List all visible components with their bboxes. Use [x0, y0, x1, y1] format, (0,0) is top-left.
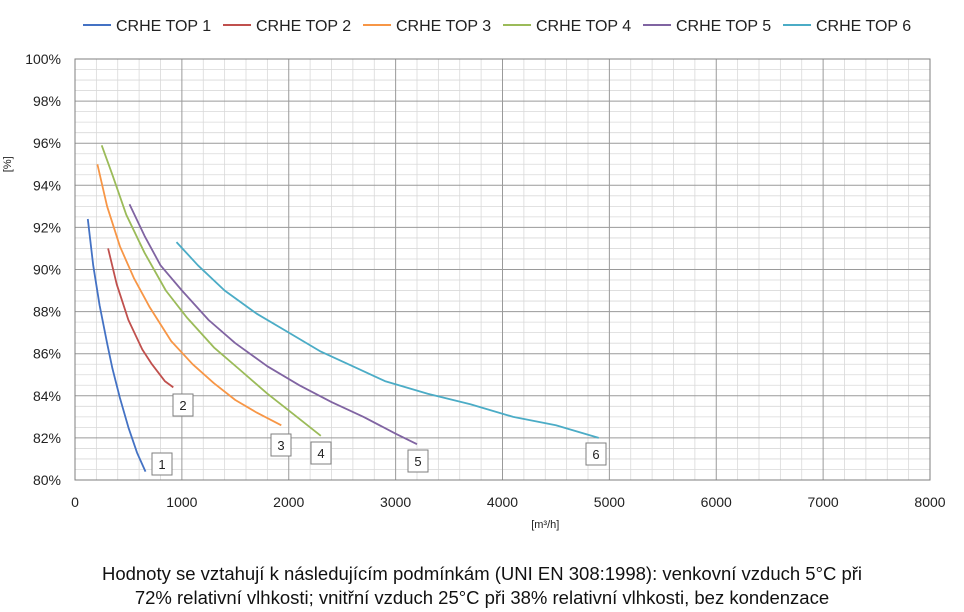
series-line-2 [107, 248, 174, 389]
curve-label-box [310, 441, 332, 465]
curve-label-4: 4 [317, 446, 324, 461]
series-line-3 [96, 164, 282, 427]
curve-label-6: 6 [592, 447, 599, 462]
caption-line-1: Hodnoty se vztahují k následujícím podmí… [101, 563, 863, 584]
x-tick-label: 6000 [701, 494, 732, 510]
y-tick-label: 90% [33, 262, 61, 278]
x-tick-label: 7000 [808, 494, 839, 510]
curve-label-1: 1 [158, 457, 165, 472]
legend-item-1: CRHE TOP 1 [116, 18, 211, 35]
caption: Hodnoty se vztahují k následujícím podmí… [40, 562, 924, 610]
legend-item-4: CRHE TOP 4 [536, 18, 631, 35]
curve-label-2: 2 [179, 398, 186, 413]
chart-svg: 0 1000 2000 3000 4000 5000 6000 7000 8000 80% 82% 8… [2, 18, 946, 531]
x-tick-label: 8000 [914, 494, 945, 510]
series-line-6 [175, 241, 599, 439]
legend-item-6: CRHE TOP 6 [816, 18, 911, 35]
curve-label-box [151, 452, 173, 476]
y-tick-label: 86% [33, 346, 61, 362]
curve-label-box [270, 433, 292, 457]
y-tick-label: 96% [33, 135, 61, 151]
plot-frame [74, 58, 931, 481]
legend-item-3: CRHE TOP 3 [396, 18, 491, 35]
y-tick-label: 92% [33, 219, 61, 235]
x-tick-label: 4000 [487, 494, 518, 510]
curve-label-3: 3 [277, 438, 284, 453]
series-line-5 [128, 203, 418, 446]
y-tick-label: 88% [33, 304, 61, 320]
x-tick-label: 0 [71, 494, 79, 510]
series-line-1 [86, 218, 147, 472]
curve-label-box [172, 393, 194, 417]
y-tick-label: 94% [33, 177, 61, 193]
x-tick-label: 3000 [380, 494, 411, 510]
y-tick-label: 80% [33, 472, 61, 488]
x-tick-label: 5000 [594, 494, 625, 510]
legend-item-2: CRHE TOP 2 [256, 18, 351, 35]
y-tick-label: 82% [33, 430, 61, 446]
legend-item-5: CRHE TOP 5 [676, 18, 771, 35]
caption-line-2: 72% relativní vlhkosti; vnitřní vzduch 2… [134, 587, 830, 608]
y-tick-label: 84% [33, 388, 61, 404]
x-tick-label: 2000 [273, 494, 304, 510]
series-line-4 [100, 144, 322, 437]
curve-label-box [585, 442, 607, 466]
y-tick-label: 100% [25, 51, 61, 67]
x-axis-label: [m³/h] [531, 519, 559, 531]
y-axis-label: [%] [2, 156, 14, 172]
y-tick-label: 98% [33, 93, 61, 109]
curve-label-5: 5 [414, 454, 421, 469]
curve-label-box [407, 449, 429, 473]
x-tick-label: 1000 [166, 494, 197, 510]
